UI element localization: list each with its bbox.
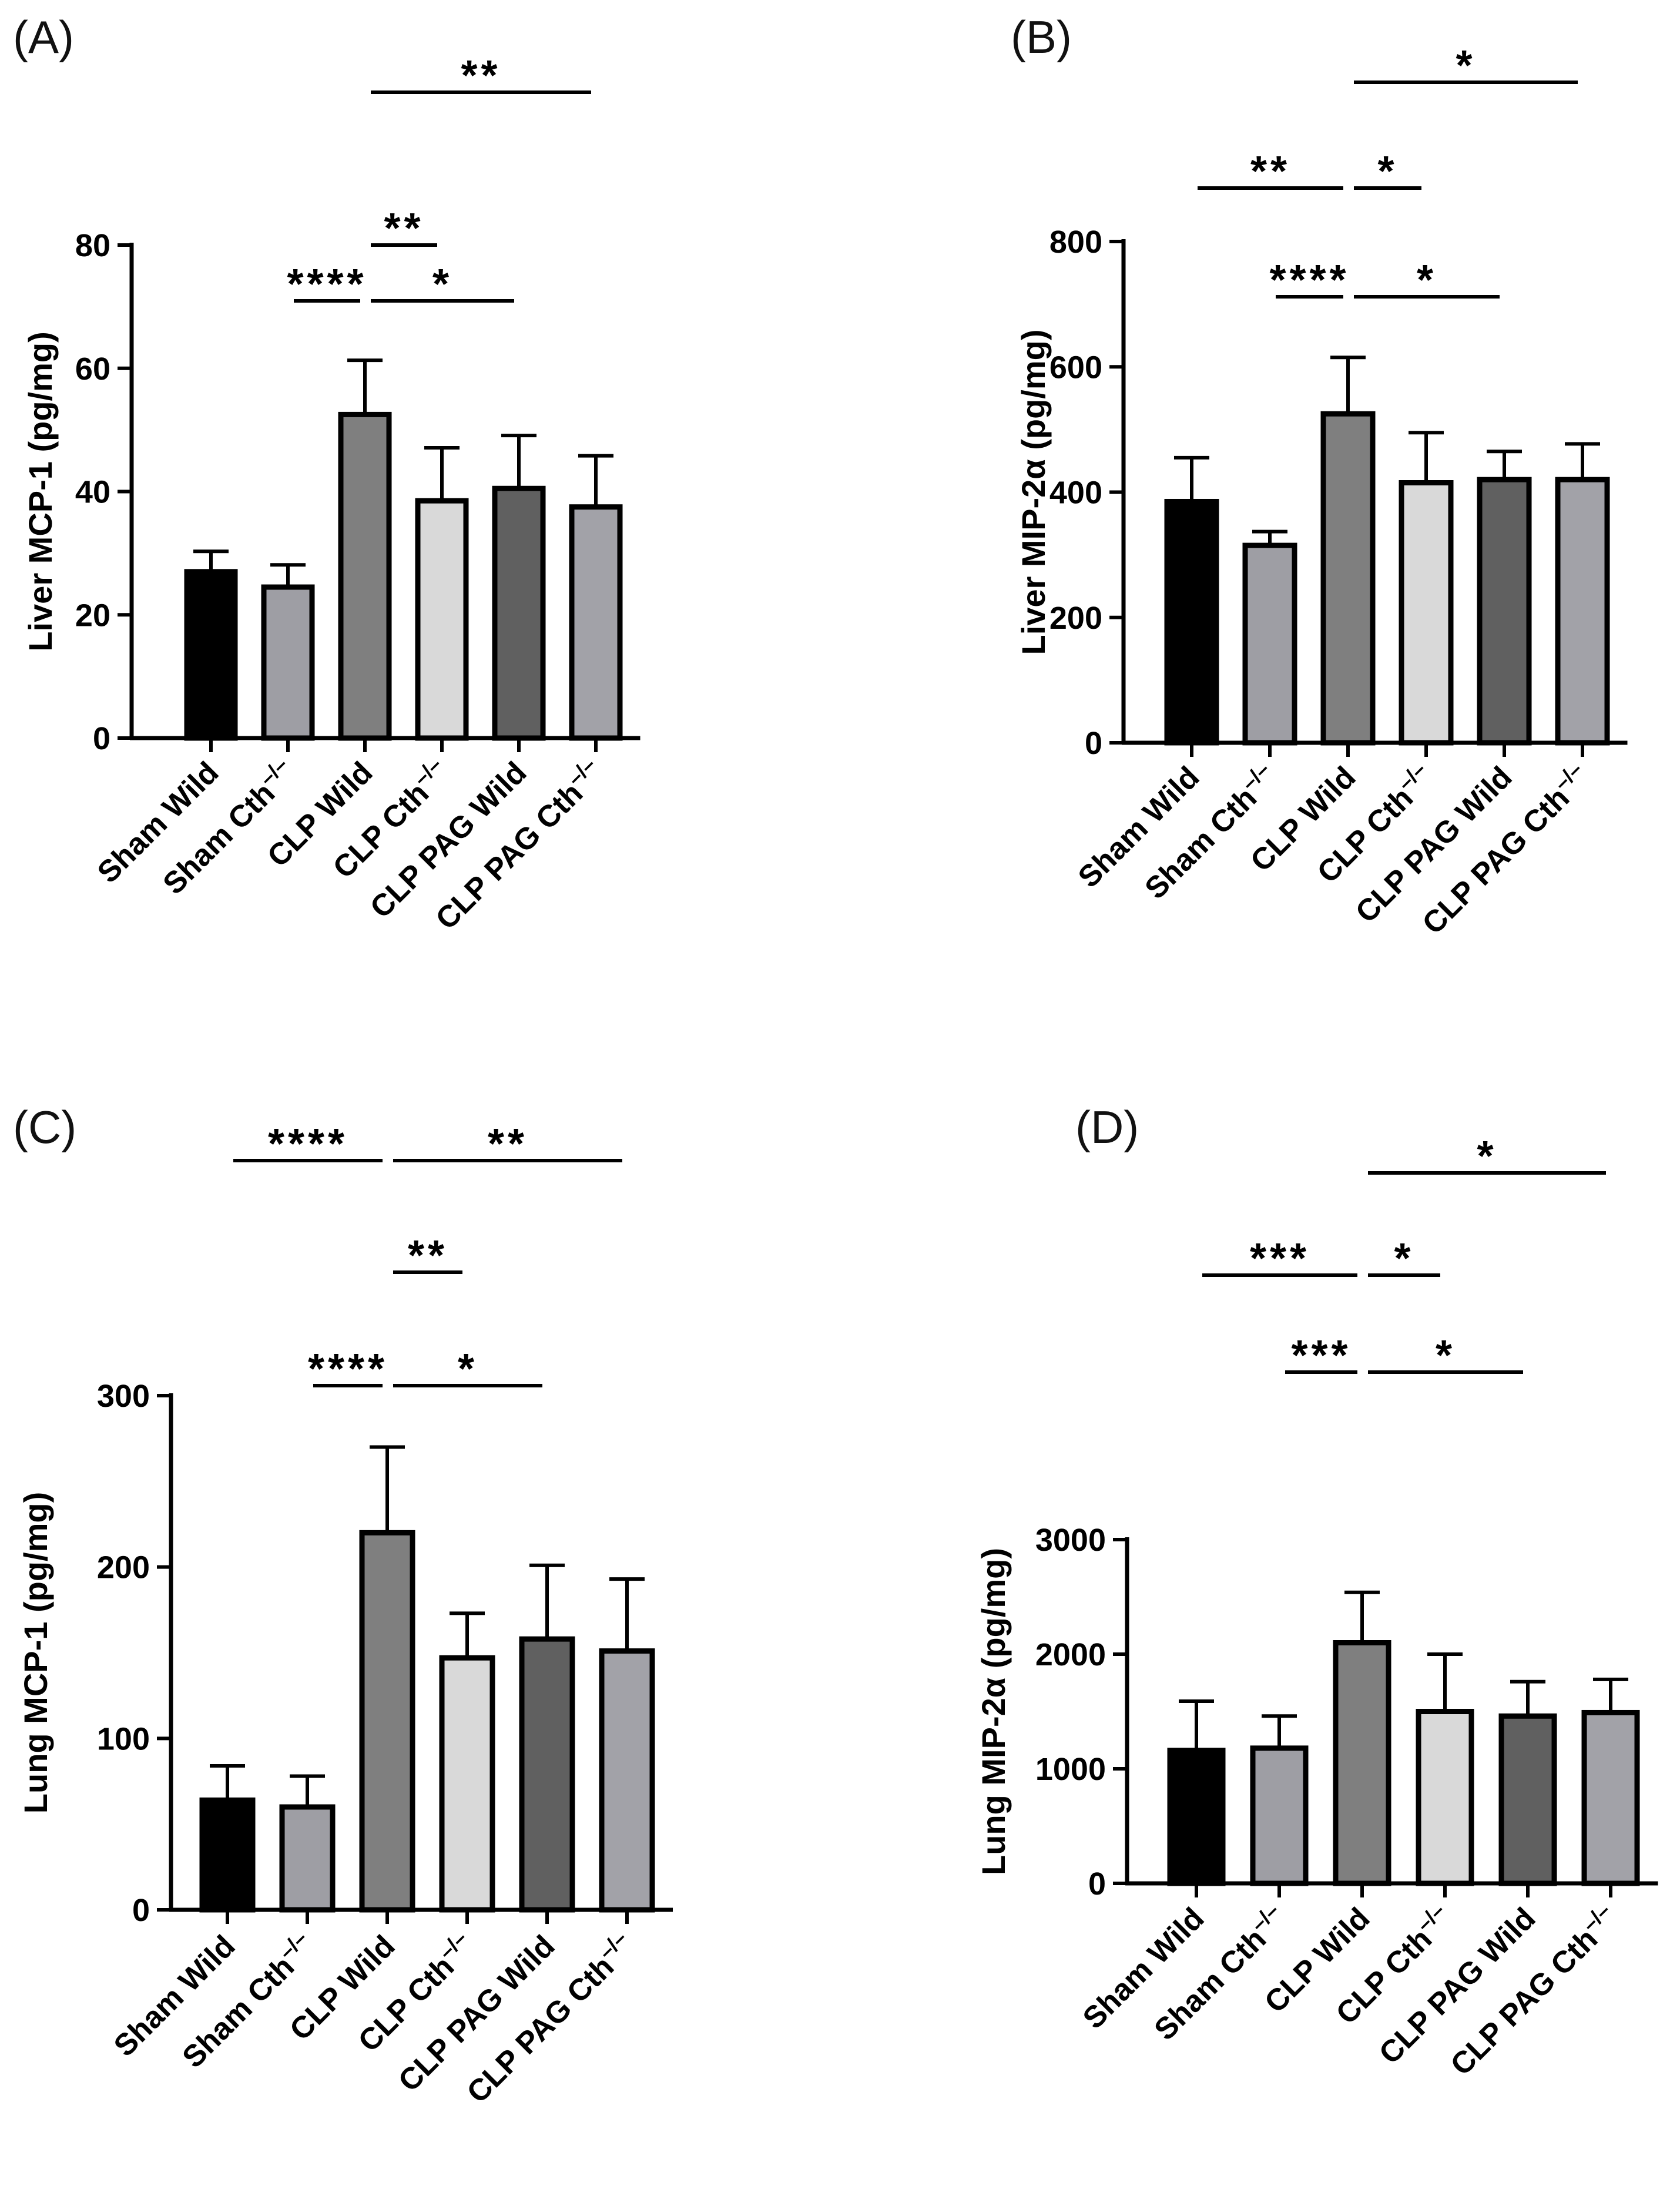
significance-label: ** bbox=[461, 52, 501, 99]
y-tick-label: 1000 bbox=[1035, 1752, 1106, 1787]
y-tick-label: 0 bbox=[93, 721, 110, 756]
significance-label: ** bbox=[488, 1121, 528, 1168]
panel-label: (A) bbox=[13, 11, 74, 63]
bar bbox=[1399, 480, 1454, 746]
bar bbox=[1333, 1640, 1391, 1886]
significance-label: * bbox=[1394, 1235, 1414, 1282]
significance-label: **** bbox=[1269, 257, 1349, 304]
bar bbox=[279, 1804, 336, 1913]
bar bbox=[569, 504, 623, 741]
significance-label: ** bbox=[384, 205, 424, 252]
bar bbox=[1416, 1709, 1474, 1886]
bar bbox=[338, 411, 392, 741]
category-label-text: CLP PAG Cth bbox=[1444, 1922, 1605, 2083]
y-axis-title: Lung MCP-1 (pg/mg) bbox=[17, 1492, 54, 1813]
significance-label: **** bbox=[308, 1346, 388, 1393]
y-tick-label: 200 bbox=[1049, 601, 1102, 636]
panel-label: (B) bbox=[1011, 11, 1072, 63]
y-tick-label: 200 bbox=[97, 1550, 150, 1585]
y-tick-label: 600 bbox=[1049, 350, 1102, 385]
chart-panel-2: (B)Liver MIP-2α (pg/mg)0200400600800Sham… bbox=[1011, 11, 1628, 941]
bar bbox=[1498, 1713, 1557, 1886]
bar bbox=[1242, 542, 1297, 746]
significance-label: * bbox=[1436, 1332, 1456, 1379]
bar bbox=[1167, 1748, 1226, 1886]
significance-label: *** bbox=[1250, 1235, 1310, 1282]
y-tick-label: 0 bbox=[132, 1893, 150, 1928]
y-tick-label: 800 bbox=[1049, 224, 1102, 260]
significance-label: * bbox=[1477, 1133, 1497, 1180]
y-axis-title: Liver MIP-2α (pg/mg) bbox=[1015, 329, 1052, 655]
significance-label: **** bbox=[287, 261, 367, 308]
y-tick-label: 0 bbox=[1088, 1866, 1106, 1902]
y-axis-title: Liver MCP-1 (pg/mg) bbox=[22, 331, 59, 651]
panel-label: (C) bbox=[13, 1101, 76, 1153]
y-tick-label: 0 bbox=[1085, 726, 1102, 761]
bar bbox=[1581, 1709, 1640, 1886]
y-tick-label: 40 bbox=[75, 475, 110, 510]
y-tick-label: 60 bbox=[75, 351, 110, 387]
bar bbox=[599, 1648, 655, 1913]
significance-label: * bbox=[1456, 42, 1476, 89]
bar bbox=[1164, 498, 1219, 746]
y-tick-label: 20 bbox=[75, 598, 110, 633]
bar bbox=[492, 485, 546, 741]
y-tick-label: 400 bbox=[1049, 475, 1102, 511]
y-tick-label: 3000 bbox=[1035, 1523, 1106, 1558]
bar bbox=[1477, 477, 1532, 746]
bar bbox=[1555, 477, 1610, 746]
y-axis-title: Lung MIP-2α (pg/mg) bbox=[975, 1548, 1012, 1875]
bar bbox=[1320, 411, 1376, 746]
chart-panel-4: (D)Lung MIP-2α (pg/mg)0100020003000Sham … bbox=[975, 1101, 1658, 2082]
bar bbox=[359, 1530, 415, 1913]
y-tick-label: 300 bbox=[97, 1379, 150, 1414]
significance-label: * bbox=[458, 1346, 478, 1393]
category-label: Sham Cth–/– bbox=[173, 1926, 322, 2075]
significance-label: **** bbox=[268, 1121, 348, 1168]
bar bbox=[519, 1636, 575, 1913]
bar bbox=[261, 584, 315, 741]
significance-label: ** bbox=[1250, 148, 1290, 195]
bar bbox=[415, 498, 469, 741]
significance-label: * bbox=[1377, 148, 1397, 195]
significance-label: * bbox=[432, 261, 452, 308]
significance-label: *** bbox=[1291, 1332, 1351, 1379]
significance-label: ** bbox=[408, 1232, 448, 1279]
bar bbox=[184, 569, 238, 741]
y-tick-label: 80 bbox=[75, 228, 110, 263]
y-tick-label: 100 bbox=[97, 1721, 150, 1756]
y-tick-label: 2000 bbox=[1035, 1637, 1106, 1672]
panel-label: (D) bbox=[1075, 1101, 1139, 1153]
significance-label: * bbox=[1417, 257, 1437, 304]
bar bbox=[199, 1797, 256, 1913]
bar bbox=[439, 1655, 495, 1913]
bar bbox=[1250, 1745, 1309, 1886]
